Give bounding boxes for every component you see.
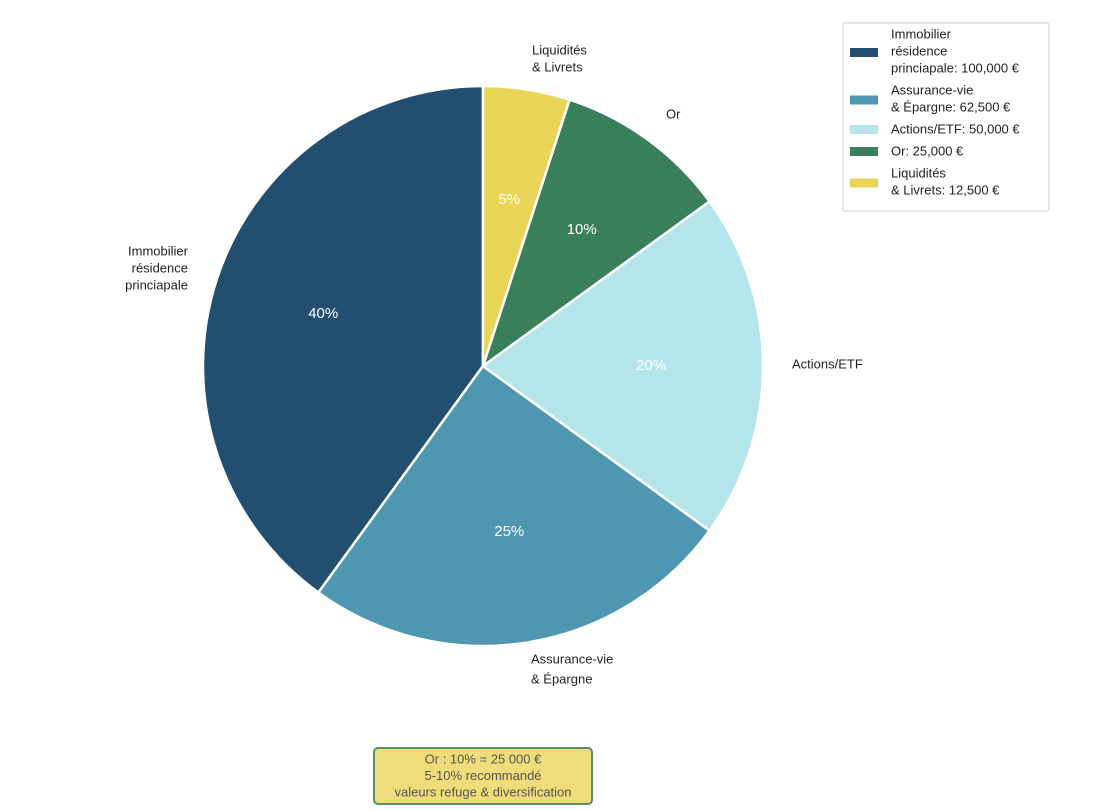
slice-label: Or [666,106,681,121]
legend-label: résidence [891,43,947,58]
legend-label: Liquidités [891,165,946,180]
legend-box [842,22,1050,212]
slice-label: & Livrets [532,59,583,74]
annotation-text: valeurs refuge & diversification [394,784,571,799]
legend: Immobilier résidence princiapale: 100,000 … [850,26,1020,197]
legend-label: Or: 25,000 € [891,143,964,158]
pie-slice [480,98,712,370]
slice-label: Immobilier [128,243,189,258]
legend-label: Immobilier [891,26,952,41]
pie-slice [316,364,712,648]
pie-slice [480,199,765,533]
percent-label: 40% [308,305,338,322]
slice-label: princiapale [125,277,188,292]
labels: 40% Immobilier résidence princiapale 25% Assu… [125,42,863,686]
annotation-box [373,747,593,805]
slice-label: résidence [132,260,188,275]
slice-label: Actions/ETF [792,356,863,371]
annotation-text: 5-10% recommandé [424,768,541,783]
annotation-text: Or : 10% = 25 000 € [425,751,542,766]
pie [201,84,765,648]
legend-label: princiapale: 100,000 € [891,60,1020,75]
percent-label: 20% [636,357,666,374]
slice-label: Assurance-vie [531,651,613,666]
pie-slice [481,84,572,367]
legend-swatch [850,125,878,134]
pie-slice [201,84,485,595]
legend-swatch [850,178,878,188]
legend-swatch [850,147,878,156]
percent-label: 25% [494,523,524,540]
annotation: Or : 10% = 25 000 € 5-10% recommandévaleu… [394,751,571,799]
legend-label: Assurance-vie [891,82,973,97]
legend-label: & Épargne: 62,500 € [891,99,1011,114]
legend-swatch [850,95,878,105]
percent-label: 10% [567,221,597,238]
percent-label: 5% [498,191,520,208]
legend-swatch [850,48,878,57]
slice-label: Liquidités [532,42,587,57]
legend-label: & Livrets: 12,500 € [891,182,1000,197]
legend-label: Actions/ETF: 50,000 € [891,121,1020,136]
slice-label: & Épargne [531,671,592,686]
